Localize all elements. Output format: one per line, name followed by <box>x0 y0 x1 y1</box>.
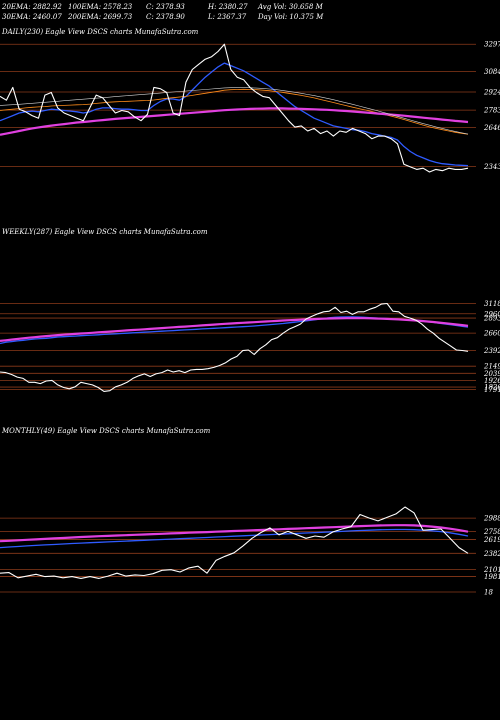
header-stat: Avg Vol: 30.658 M <box>257 3 324 11</box>
header-stat: H: 2380.27 <box>207 3 248 11</box>
header-stats: 20EMA: 2882.92 100EMA: 2578.23 C: 2378.9… <box>1 3 324 21</box>
level-label: 3084 <box>484 68 500 76</box>
level-label: 2619 <box>483 536 500 544</box>
ema-thin-line <box>0 87 469 135</box>
level-label: 2039 <box>483 370 500 378</box>
ema-magenta-line <box>0 317 469 342</box>
level-label: 2660 <box>483 330 500 338</box>
price-line <box>0 506 469 579</box>
level-label: 2646 <box>483 124 500 132</box>
monthly-panel-title: MONTHLY(49) Eagle View DSCS charts Munaf… <box>1 427 211 435</box>
weekly-panel-title: WEEKLY(287) Eagle View DSCS charts Munaf… <box>2 228 208 236</box>
level-label: 2988 <box>483 515 500 523</box>
header-stat: C: 2378.90 <box>146 13 185 21</box>
daily-panel-title: DAILY(230) Eagle View DSCS charts Munafa… <box>1 28 199 36</box>
level-label: 1791 <box>484 386 500 394</box>
level-label: 1926 <box>484 377 500 385</box>
ema-blue-line <box>0 528 469 549</box>
header-stat: 30EMA: 2460.07 <box>2 13 62 21</box>
level-label: 2893 <box>483 315 500 323</box>
header-stat: L: 2367.37 <box>207 13 247 21</box>
ema-magenta-line <box>0 524 469 543</box>
level-label: 2783 <box>483 107 500 115</box>
level-label: 3118 <box>484 300 500 308</box>
header-stat: 20EMA: 2882.92 <box>1 3 62 11</box>
level-label: 3297 <box>484 41 500 49</box>
ema-orange-line <box>0 88 469 135</box>
level-label: 18 <box>484 589 493 597</box>
level-label: 1826 <box>484 384 500 392</box>
ema-blue-line <box>0 62 469 167</box>
level-label: 2924 <box>483 89 500 97</box>
header-stat: Day Vol: 10.375 M <box>257 13 324 21</box>
header-stat: C: 2378.93 <box>146 3 185 11</box>
header-stat: 200EMA: 2699.73 <box>67 13 133 21</box>
header-stat: 100EMA: 2578.23 <box>68 3 133 11</box>
price-line <box>0 43 469 173</box>
price-line <box>0 302 469 392</box>
level-label: 2149 <box>483 363 500 371</box>
level-label: 2758 <box>483 528 500 536</box>
level-label: 2960 <box>483 310 500 318</box>
